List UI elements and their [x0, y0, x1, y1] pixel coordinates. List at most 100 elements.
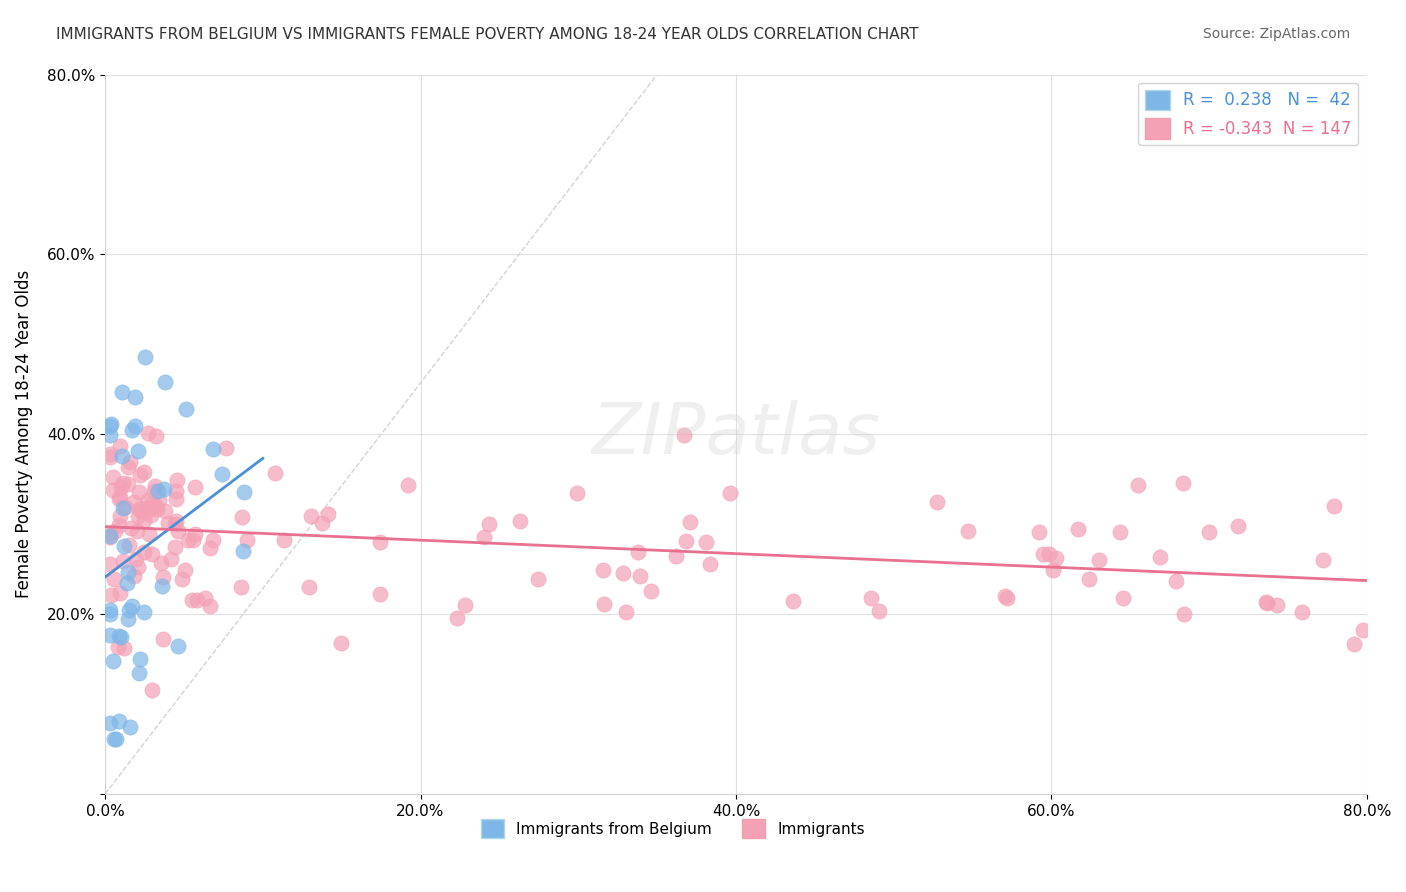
- Point: [110, 480, 132, 494]
- Point: [298, 580, 321, 594]
- Point: [201, 533, 224, 547]
- Point: [718, 486, 741, 500]
- Point: [695, 535, 717, 549]
- Point: [1066, 522, 1088, 536]
- Point: [150, 579, 173, 593]
- Point: [1171, 476, 1194, 491]
- Point: [163, 516, 186, 531]
- Point: [181, 533, 204, 548]
- Point: [114, 500, 136, 514]
- Point: [1038, 547, 1060, 561]
- Point: [108, 492, 131, 507]
- Point: [1256, 596, 1278, 610]
- Point: [165, 484, 187, 499]
- Point: [1323, 499, 1346, 513]
- Point: [160, 551, 183, 566]
- Point: [132, 512, 155, 526]
- Point: [478, 516, 501, 531]
- Text: IMMIGRANTS FROM BELGIUM VS IMMIGRANTS FEMALE POVERTY AMONG 18-24 YEAR OLDS CORRE: IMMIGRANTS FROM BELGIUM VS IMMIGRANTS FE…: [56, 27, 918, 42]
- Point: [112, 539, 135, 553]
- Point: [118, 720, 141, 734]
- Point: [311, 516, 333, 531]
- Point: [628, 568, 651, 582]
- Point: [1045, 551, 1067, 566]
- Point: [1087, 553, 1109, 567]
- Point: [118, 603, 141, 617]
- Point: [118, 538, 141, 552]
- Point: [198, 599, 221, 614]
- Point: [454, 598, 477, 612]
- Point: [329, 636, 352, 650]
- Point: [141, 682, 163, 697]
- Point: [98, 447, 121, 461]
- Point: [138, 527, 160, 541]
- Point: [103, 654, 125, 668]
- Point: [166, 473, 188, 487]
- Point: [104, 524, 127, 538]
- Point: [108, 586, 131, 600]
- Point: [136, 492, 159, 507]
- Point: [675, 534, 697, 549]
- Point: [132, 605, 155, 619]
- Text: Source: ZipAtlas.com: Source: ZipAtlas.com: [1202, 27, 1350, 41]
- Point: [107, 640, 129, 655]
- Point: [299, 509, 322, 524]
- Point: [103, 483, 125, 498]
- Point: [122, 495, 145, 509]
- Point: [143, 479, 166, 493]
- Point: [127, 508, 149, 523]
- Point: [128, 665, 150, 680]
- Point: [446, 611, 468, 625]
- Point: [1032, 547, 1054, 561]
- Point: [509, 515, 531, 529]
- Point: [174, 401, 197, 416]
- Point: [1108, 524, 1130, 539]
- Point: [117, 460, 139, 475]
- Point: [108, 439, 131, 453]
- Point: [132, 544, 155, 558]
- Point: [956, 524, 979, 538]
- Point: [120, 521, 142, 535]
- Point: [98, 603, 121, 617]
- Point: [201, 442, 224, 456]
- Point: [141, 496, 163, 510]
- Point: [699, 558, 721, 572]
- Point: [180, 592, 202, 607]
- Point: [1149, 550, 1171, 565]
- Point: [215, 441, 238, 455]
- Point: [98, 529, 121, 543]
- Point: [153, 375, 176, 389]
- Point: [148, 493, 170, 508]
- Point: [111, 554, 134, 568]
- Point: [194, 591, 217, 606]
- Point: [153, 482, 176, 496]
- Point: [136, 504, 159, 518]
- Point: [612, 566, 634, 581]
- Point: [134, 350, 156, 364]
- Point: [110, 631, 132, 645]
- Point: [98, 716, 121, 731]
- Point: [211, 467, 233, 481]
- Y-axis label: Female Poverty Among 18-24 Year Olds: Female Poverty Among 18-24 Year Olds: [15, 270, 32, 599]
- Point: [1226, 519, 1249, 533]
- Point: [316, 507, 339, 521]
- Point: [614, 605, 637, 619]
- Point: [146, 483, 169, 498]
- Point: [665, 549, 688, 563]
- Point: [112, 476, 135, 491]
- Point: [128, 467, 150, 482]
- Point: [108, 714, 131, 729]
- Point: [1312, 553, 1334, 567]
- Point: [1128, 477, 1150, 491]
- Point: [128, 484, 150, 499]
- Point: [117, 476, 139, 491]
- Point: [105, 731, 128, 746]
- Point: [129, 504, 152, 518]
- Point: [995, 591, 1018, 605]
- Point: [115, 575, 138, 590]
- Point: [396, 478, 419, 492]
- Point: [101, 470, 124, 484]
- Point: [136, 426, 159, 441]
- Point: [860, 591, 883, 605]
- Point: [98, 428, 121, 442]
